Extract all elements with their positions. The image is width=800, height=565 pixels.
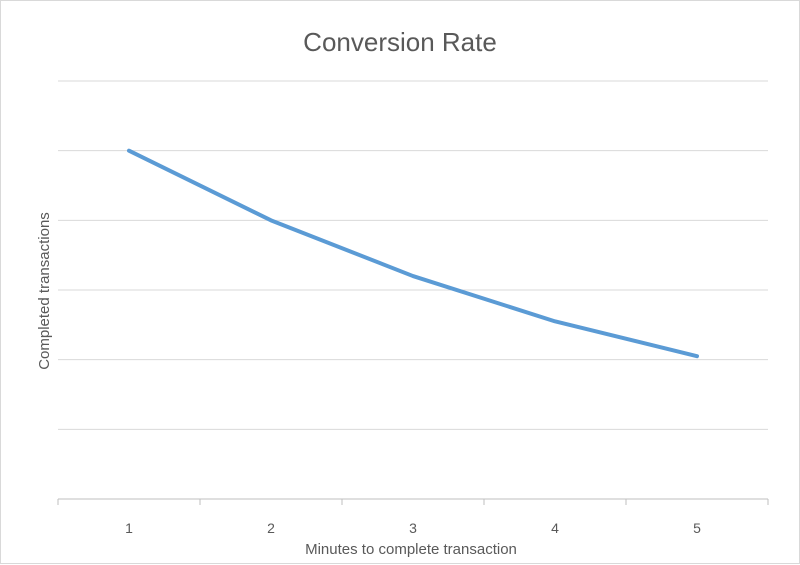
- x-tick-label: 3: [409, 520, 417, 536]
- series-line: [127, 148, 699, 359]
- gridlines: [58, 80, 768, 430]
- chart-title: Conversion Rate: [303, 27, 497, 57]
- series-layer: [127, 148, 699, 359]
- x-tick-label: 4: [551, 520, 559, 536]
- y-axis-label: Completed transactions: [36, 212, 53, 370]
- x-axis-label: Minutes to complete transaction: [305, 541, 517, 558]
- x-tick-label: 5: [693, 520, 701, 536]
- x-axis: 1 2 3 4 5: [57, 498, 769, 536]
- x-tick-label: 1: [125, 520, 133, 536]
- x-tick-label: 2: [267, 520, 275, 536]
